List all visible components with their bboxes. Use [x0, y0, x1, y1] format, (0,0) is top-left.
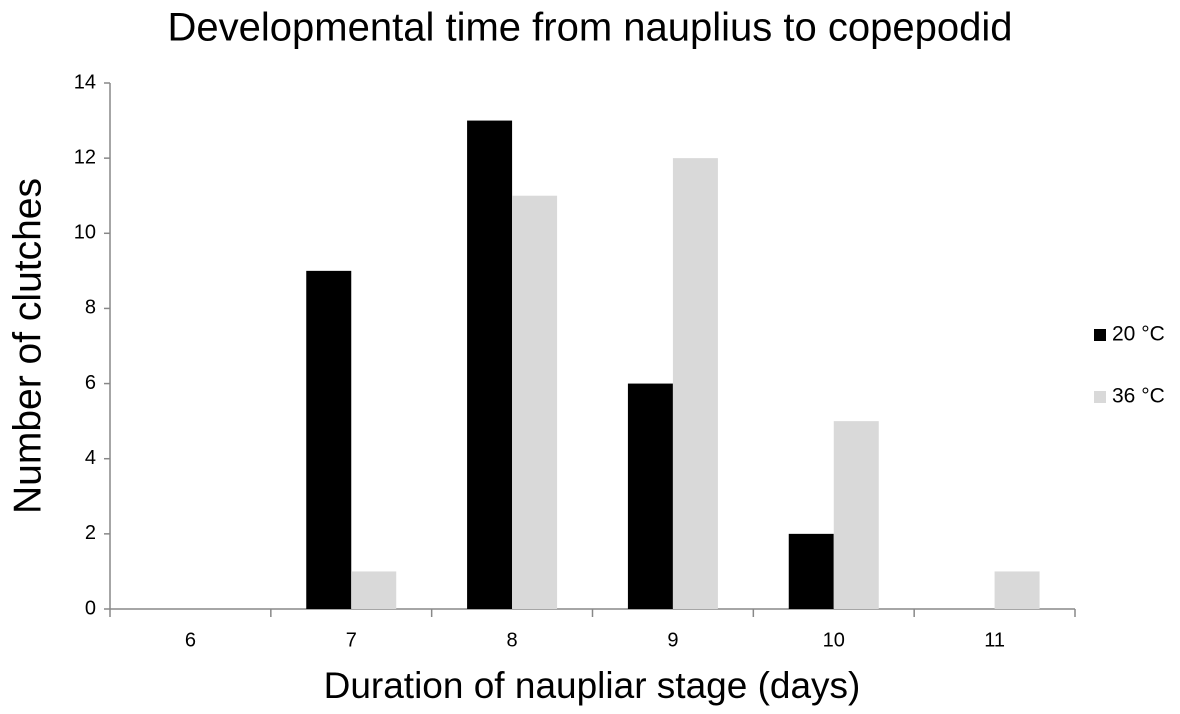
x-tick-label: 10: [823, 629, 845, 651]
y-tick-label: 4: [85, 447, 96, 469]
bar: [994, 571, 1040, 609]
y-tick-label: 14: [74, 71, 96, 93]
y-tick-label: 6: [85, 372, 96, 394]
y-tick-label: 2: [85, 522, 96, 544]
x-tick-label: 11: [984, 629, 1005, 651]
bar: [833, 421, 879, 609]
bar: [306, 270, 352, 609]
x-tick-label: 7: [346, 629, 357, 651]
bar: [788, 533, 834, 609]
legend-swatch: [1094, 391, 1106, 403]
y-tick-label: 8: [85, 297, 96, 319]
y-tick-label: 10: [74, 222, 96, 244]
y-tick-label: 12: [74, 146, 96, 168]
x-tick-label: 9: [667, 629, 678, 651]
legend-label: 20 °C: [1112, 323, 1165, 346]
x-tick-label: 6: [185, 629, 196, 651]
bar: [627, 383, 673, 609]
bar: [467, 120, 513, 610]
bar: [351, 571, 397, 609]
bar: [512, 195, 558, 609]
y-tick-label: 0: [85, 597, 96, 619]
legend-swatch: [1094, 329, 1106, 341]
x-tick-label: 8: [507, 629, 518, 651]
y-axis-label: Number of clutches: [6, 178, 49, 514]
x-axis-label: Duration of naupliar stage (days): [324, 665, 861, 706]
legend-label: 36 °C: [1112, 385, 1165, 408]
bar: [672, 158, 718, 609]
chart-title: Developmental time from nauplius to cope…: [168, 6, 1013, 50]
